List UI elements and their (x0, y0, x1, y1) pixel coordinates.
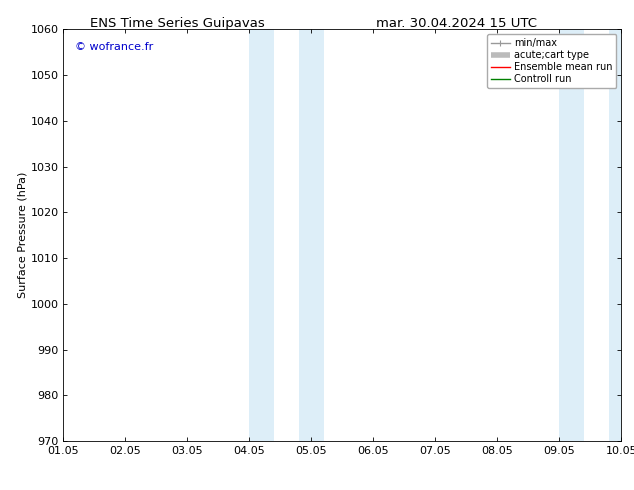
Text: ENS Time Series Guipavas: ENS Time Series Guipavas (90, 17, 265, 30)
Bar (249, 29, 274, 441)
Text: mar. 30.04.2024 15 UTC: mar. 30.04.2024 15 UTC (376, 17, 537, 30)
Bar (559, 29, 584, 441)
Bar (609, 29, 621, 441)
Bar (299, 29, 324, 441)
Legend: min/max, acute;cart type, Ensemble mean run, Controll run: min/max, acute;cart type, Ensemble mean … (487, 34, 616, 88)
Y-axis label: Surface Pressure (hPa): Surface Pressure (hPa) (18, 172, 28, 298)
Text: © wofrance.fr: © wofrance.fr (75, 42, 153, 52)
